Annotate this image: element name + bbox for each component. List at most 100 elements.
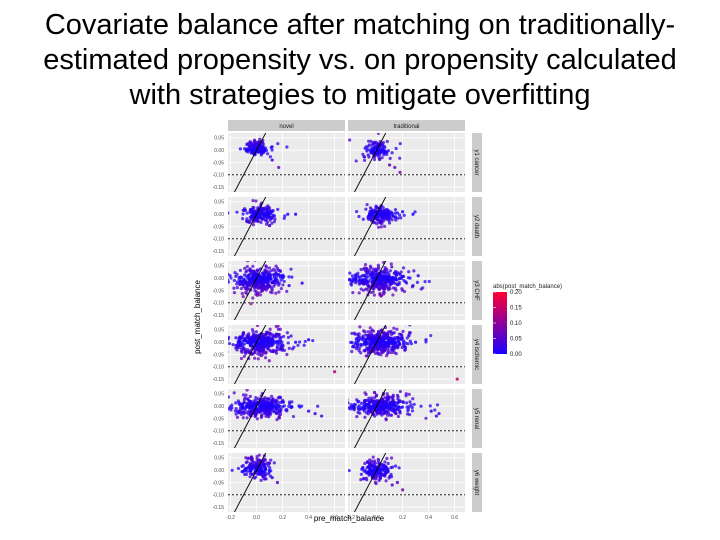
data-point <box>278 273 282 278</box>
data-point <box>396 346 400 350</box>
data-point <box>391 286 396 290</box>
data-point <box>320 414 324 418</box>
data-point <box>404 281 409 285</box>
row-strip-label: y5 renal <box>473 408 479 429</box>
data-point <box>260 414 264 418</box>
data-point <box>368 333 372 337</box>
data-point <box>260 140 265 145</box>
data-point <box>366 412 370 416</box>
data-point <box>278 342 282 347</box>
data-point <box>281 275 285 279</box>
data-point <box>356 271 360 275</box>
data-point <box>351 290 355 295</box>
title-line-1: Covariate balance after matching on trad… <box>44 9 676 41</box>
data-point <box>367 143 372 147</box>
data-point <box>285 289 289 293</box>
data-point <box>403 346 407 350</box>
data-point <box>267 331 272 335</box>
data-point <box>265 339 269 343</box>
data-point <box>294 212 298 216</box>
data-point <box>401 329 405 333</box>
data-point <box>402 339 406 343</box>
data-point <box>281 283 285 287</box>
data-point <box>362 273 366 277</box>
data-point <box>404 394 408 398</box>
data-point <box>242 342 246 346</box>
data-point <box>396 405 401 409</box>
data-point <box>372 396 377 400</box>
x-tick-label: 0.4 <box>305 515 312 521</box>
data-point <box>406 407 410 411</box>
data-point <box>383 266 387 270</box>
data-point <box>228 211 230 215</box>
data-point <box>256 346 260 350</box>
data-point <box>366 347 370 351</box>
data-point <box>355 345 359 349</box>
data-point <box>370 143 374 147</box>
data-point <box>424 416 428 420</box>
data-point <box>241 282 246 287</box>
data-point <box>371 267 375 271</box>
diagonal-reference-line <box>353 453 387 512</box>
x-tick-label: 0.0 <box>373 515 380 521</box>
data-point <box>387 210 391 214</box>
data-point <box>411 283 415 288</box>
data-point <box>259 220 263 224</box>
data-point <box>388 163 392 167</box>
data-point <box>365 337 369 342</box>
data-point <box>393 336 397 340</box>
data-point <box>243 347 247 352</box>
data-point <box>372 390 377 395</box>
data-point <box>266 463 270 468</box>
data-point <box>274 291 278 295</box>
data-point <box>413 210 417 214</box>
y-tick-label: -0.15 <box>213 313 225 319</box>
panel-marks <box>348 261 465 320</box>
data-point <box>371 455 375 459</box>
data-point <box>384 479 388 483</box>
data-point <box>272 461 276 465</box>
data-point <box>259 153 263 157</box>
data-point <box>271 342 275 346</box>
data-point <box>286 212 290 216</box>
y-tick-label: 0.05 <box>214 200 224 206</box>
data-point <box>372 157 377 162</box>
data-point <box>373 336 377 341</box>
data-point <box>388 156 392 160</box>
data-point <box>239 356 244 361</box>
data-point <box>348 278 352 282</box>
panel-y5-renal-novel <box>228 389 345 448</box>
data-point <box>388 287 392 291</box>
data-point <box>388 340 393 345</box>
data-point <box>383 149 387 153</box>
panel-marks <box>228 325 345 384</box>
data-point <box>408 276 412 280</box>
data-point <box>232 391 236 395</box>
data-point <box>270 290 274 295</box>
data-point <box>363 349 367 353</box>
y-tick-label: -0.10 <box>213 301 225 307</box>
data-point <box>270 338 275 342</box>
data-point <box>232 286 236 290</box>
data-point <box>251 296 255 300</box>
y-tick-label: -0.10 <box>213 429 225 435</box>
data-point <box>261 149 265 153</box>
data-point <box>243 266 247 270</box>
data-point <box>388 269 392 273</box>
data-point <box>383 145 387 150</box>
data-point <box>429 333 433 338</box>
data-point <box>254 330 259 334</box>
data-point <box>261 352 265 356</box>
column-strip-novel <box>228 120 345 131</box>
data-point <box>257 340 261 344</box>
data-point <box>367 139 371 143</box>
y-axis-title: post_match_balance <box>193 280 202 354</box>
data-point <box>258 410 262 414</box>
data-point <box>402 289 407 294</box>
data-point <box>262 207 266 211</box>
data-point <box>383 474 387 478</box>
data-point <box>364 287 368 291</box>
diagonal-reference-line <box>353 325 387 384</box>
data-point <box>241 407 245 411</box>
data-point <box>242 410 246 414</box>
